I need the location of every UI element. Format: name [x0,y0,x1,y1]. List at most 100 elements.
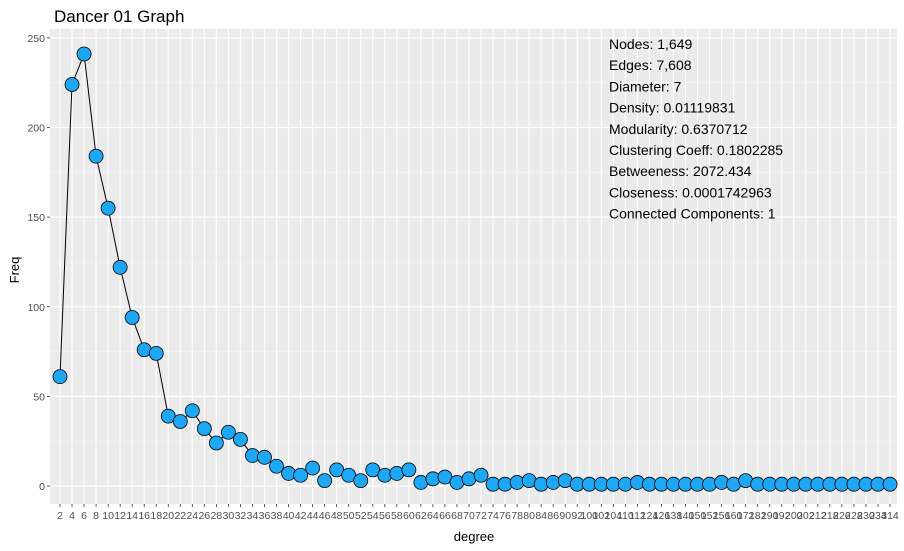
x-tick-label: 44 [307,510,319,522]
data-point [353,473,369,489]
data-point [52,369,68,385]
x-tick-label: 6 [81,510,87,522]
x-tick-label: 160 [725,510,743,522]
data-point [64,77,80,92]
x-tick-label: 212 [809,510,827,522]
x-tick-label: 60 [403,510,415,522]
x-tick-label: 50 [343,510,355,522]
x-tick-label: 202 [797,510,815,522]
data-point [317,473,333,489]
x-tick-label: 10 [102,510,114,522]
data-point [293,467,308,483]
x-tick-label: 102 [593,510,611,522]
x-tick-label: 22 [174,510,186,522]
x-tick-label: 62 [415,510,427,522]
x-tick-label: 56 [379,510,391,522]
y-tick-label: 200 [27,123,45,135]
data-point [148,345,164,361]
data-point [76,46,92,62]
stat-line: Closeness: 0.0001742963 [609,184,772,200]
data-point [124,310,140,325]
x-tick-label: 8 [93,510,99,522]
x-tick-label: 72 [475,510,487,522]
x-tick-label: 78 [511,510,523,522]
x-tick-label: 182 [749,510,767,522]
x-tick-label: 46 [319,510,331,522]
x-tick-label: 20 [162,510,174,522]
plot-panel [50,29,897,504]
x-tick-label: 30 [223,510,235,522]
x-tick-label: 314 [881,510,899,522]
x-tick-label: 228 [845,510,863,522]
x-tick-label: 40 [283,510,295,522]
x-tick-label: 172 [737,510,755,522]
y-tick-label: 100 [27,302,45,314]
stat-line: Connected Components: 1 [609,206,776,222]
y-tick-label: 0 [39,481,45,493]
x-tick-label: 92 [571,510,583,522]
data-point [233,431,248,447]
x-tick-label: 124 [641,510,659,522]
data-point [196,421,212,437]
data-point [184,403,200,419]
y-tick-label: 50 [33,391,45,403]
x-tick-label: 90 [559,510,571,522]
x-tick-label: 68 [451,510,463,522]
stat-line: Density: 0.01119831 [609,100,736,116]
x-tick-label: 66 [439,510,451,522]
x-tick-label: 42 [295,510,307,522]
data-point [257,449,272,465]
x-tick-label: 58 [391,510,403,522]
y-axis-title: Freq [7,257,22,284]
x-tick-label: 24 [186,510,198,522]
chart-title: Dancer 01 Graph [54,7,184,26]
stat-line: Betweeness: 2072.434 [609,163,752,179]
stat-line: Nodes: 1,649 [609,36,692,52]
x-tick-label: 70 [463,510,475,522]
x-tick-label: 230 [857,510,875,522]
data-point [172,414,188,429]
x-tick-label: 226 [833,510,851,522]
x-tick-label: 12 [114,510,126,522]
y-tick-label: 150 [27,212,45,224]
x-tick-label: 38 [271,510,283,522]
network-stats-annotation: Nodes: 1,649 Edges: 7,608 Diameter: 7 Densi… [609,36,783,222]
x-tick-label: 234 [869,510,887,522]
stat-line: Diameter: 7 [609,78,682,94]
x-tick-label: 104 [605,510,623,522]
x-tick-label: 34 [247,510,259,522]
data-point [221,424,236,440]
x-tick-label: 48 [331,510,343,522]
x-tick-label: 2 [57,510,63,522]
x-tick-label: 156 [713,510,731,522]
data-point [208,435,224,451]
x-tick-label: 100 [581,510,599,522]
x-tick-label: 152 [701,510,719,522]
data-point [112,259,128,275]
data-point [473,467,489,483]
x-tick-label: 36 [259,510,271,522]
stat-line: Edges: 7,608 [609,57,692,73]
x-tick-label: 54 [367,510,379,522]
x-axis-title: degree [454,529,494,544]
x-tick-label: 110 [617,510,634,522]
data-point [100,200,116,216]
data-points [52,46,898,492]
data-point [305,460,321,476]
x-tick-label: 76 [499,510,511,522]
x-tick-label: 28 [211,510,223,522]
x-tick-label: 4 [69,510,75,522]
x-tick-label: 126 [653,510,671,522]
x-tick-label: 74 [487,510,499,522]
data-point [401,462,417,478]
x-tick-label: 14 [126,510,138,522]
x-tick-label: 16 [138,510,150,522]
y-axis: 0 50 100 150 200 250 [27,33,50,493]
stat-line: Modularity: 0.6370712 [609,121,748,137]
x-tick-label: 138 [665,510,683,522]
x-tick-label: 84 [535,510,547,522]
x-axis: 2 4 6 8 10 12 14 16 18 20 22 24 26 28 30 32 34 36 38 40 42 44… [57,504,899,522]
data-point [882,476,898,492]
x-tick-label: 190 [761,510,779,522]
